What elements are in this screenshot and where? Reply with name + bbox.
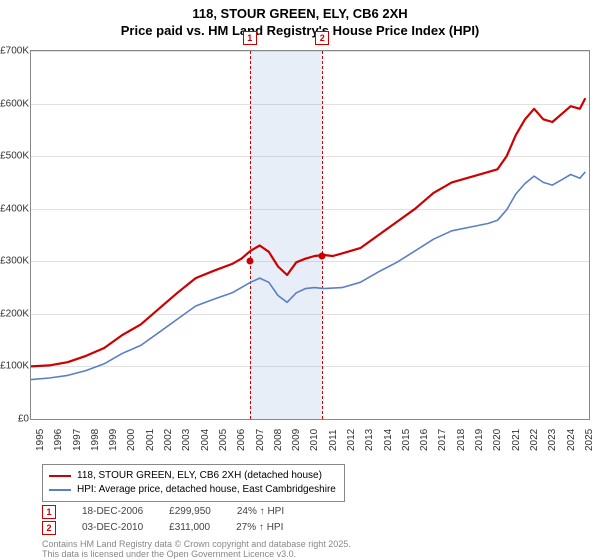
x-tick-label: 1998 — [90, 429, 101, 451]
sale-point-dot — [319, 252, 326, 259]
y-tick-label: £400K — [0, 203, 29, 214]
x-tick-label: 2007 — [255, 429, 266, 451]
band-marker: 2 — [315, 31, 329, 45]
y-tick-label: £300K — [0, 256, 29, 267]
x-tick-label: 2010 — [309, 429, 320, 451]
attribution: Contains HM Land Registry data © Crown c… — [42, 540, 351, 560]
series-line — [31, 98, 585, 366]
x-tick-label: 2021 — [511, 429, 522, 451]
sales-block: 1 18-DEC-2006 £299,950 24% ↑ HPI 2 03-DE… — [42, 504, 284, 536]
legend-label: 118, STOUR GREEN, ELY, CB6 2XH (detached… — [77, 469, 322, 483]
x-tick-label: 2015 — [401, 429, 412, 451]
x-tick-label: 2006 — [236, 429, 247, 451]
chart-area: £0£100K£200K£300K£400K£500K£600K£700K 19… — [30, 50, 590, 420]
x-tick-label: 2016 — [419, 429, 430, 451]
legend-item: HPI: Average price, detached house, East… — [49, 483, 336, 497]
sale-price: £299,950 — [169, 504, 211, 520]
x-tick-label: 2009 — [291, 429, 302, 451]
attribution-line: This data is licensed under the Open Gov… — [42, 550, 351, 560]
x-axis-labels: 1995 1996 1997 1998 1999 2000 2001 2002 2003 2004… — [31, 419, 589, 459]
sale-delta: 24% ↑ HPI — [237, 504, 284, 520]
x-tick-label: 2001 — [145, 429, 156, 451]
x-tick-label: 2005 — [218, 429, 229, 451]
x-tick-label: 2025 — [584, 429, 595, 451]
x-tick-label: 2018 — [456, 429, 467, 451]
y-tick-label: £700K — [0, 46, 29, 57]
sale-delta: 27% ↑ HPI — [236, 520, 283, 536]
chart-lines — [31, 51, 589, 419]
sale-row: 1 18-DEC-2006 £299,950 24% ↑ HPI — [42, 504, 284, 520]
sale-date: 03-DEC-2010 — [82, 520, 143, 536]
x-tick-label: 2020 — [492, 429, 503, 451]
legend-swatch — [49, 475, 71, 477]
x-tick-label: 2013 — [364, 429, 375, 451]
x-tick-label: 2002 — [163, 429, 174, 451]
legend-swatch — [49, 489, 71, 491]
title-block: 118, STOUR GREEN, ELY, CB6 2XH Price pai… — [0, 0, 600, 40]
x-tick-label: 2024 — [566, 429, 577, 451]
x-tick-label: 1996 — [53, 429, 64, 451]
x-tick-label: 2004 — [200, 429, 211, 451]
sale-price: £311,000 — [169, 520, 210, 536]
sale-point-dot — [246, 258, 253, 265]
y-tick-label: £100K — [0, 361, 29, 372]
x-tick-label: 1997 — [72, 429, 83, 451]
x-tick-label: 2014 — [383, 429, 394, 451]
x-tick-label: 2022 — [529, 429, 540, 451]
x-tick-label: 1999 — [108, 429, 119, 451]
sale-date: 18-DEC-2006 — [82, 504, 143, 520]
y-tick-label: £500K — [0, 151, 29, 162]
x-tick-label: 2012 — [346, 429, 357, 451]
sale-row: 2 03-DEC-2010 £311,000 27% ↑ HPI — [42, 520, 284, 536]
y-tick-label: £600K — [0, 98, 29, 109]
legend-item: 118, STOUR GREEN, ELY, CB6 2XH (detached… — [49, 469, 336, 483]
y-tick-label: £0 — [18, 414, 29, 425]
x-tick-label: 2019 — [474, 429, 485, 451]
sale-marker: 2 — [42, 521, 56, 535]
x-tick-label: 2023 — [547, 429, 558, 451]
y-axis-labels: £0£100K£200K£300K£400K£500K£600K£700K — [1, 51, 31, 419]
title-line2: Price paid vs. HM Land Registry's House … — [0, 23, 600, 40]
band-marker: 1 — [243, 31, 257, 45]
y-tick-label: £200K — [0, 308, 29, 319]
x-tick-label: 1995 — [35, 429, 46, 451]
x-tick-label: 2008 — [273, 429, 284, 451]
x-tick-label: 2003 — [181, 429, 192, 451]
x-tick-label: 2011 — [328, 429, 339, 451]
x-tick-label: 2017 — [437, 429, 448, 451]
legend-label: HPI: Average price, detached house, East… — [77, 483, 336, 497]
sale-marker: 1 — [42, 505, 56, 519]
chart-container: 118, STOUR GREEN, ELY, CB6 2XH Price pai… — [0, 0, 600, 560]
title-line1: 118, STOUR GREEN, ELY, CB6 2XH — [0, 6, 600, 23]
legend: 118, STOUR GREEN, ELY, CB6 2XH (detached… — [42, 464, 345, 502]
x-tick-label: 2000 — [126, 429, 137, 451]
series-line — [31, 172, 585, 380]
